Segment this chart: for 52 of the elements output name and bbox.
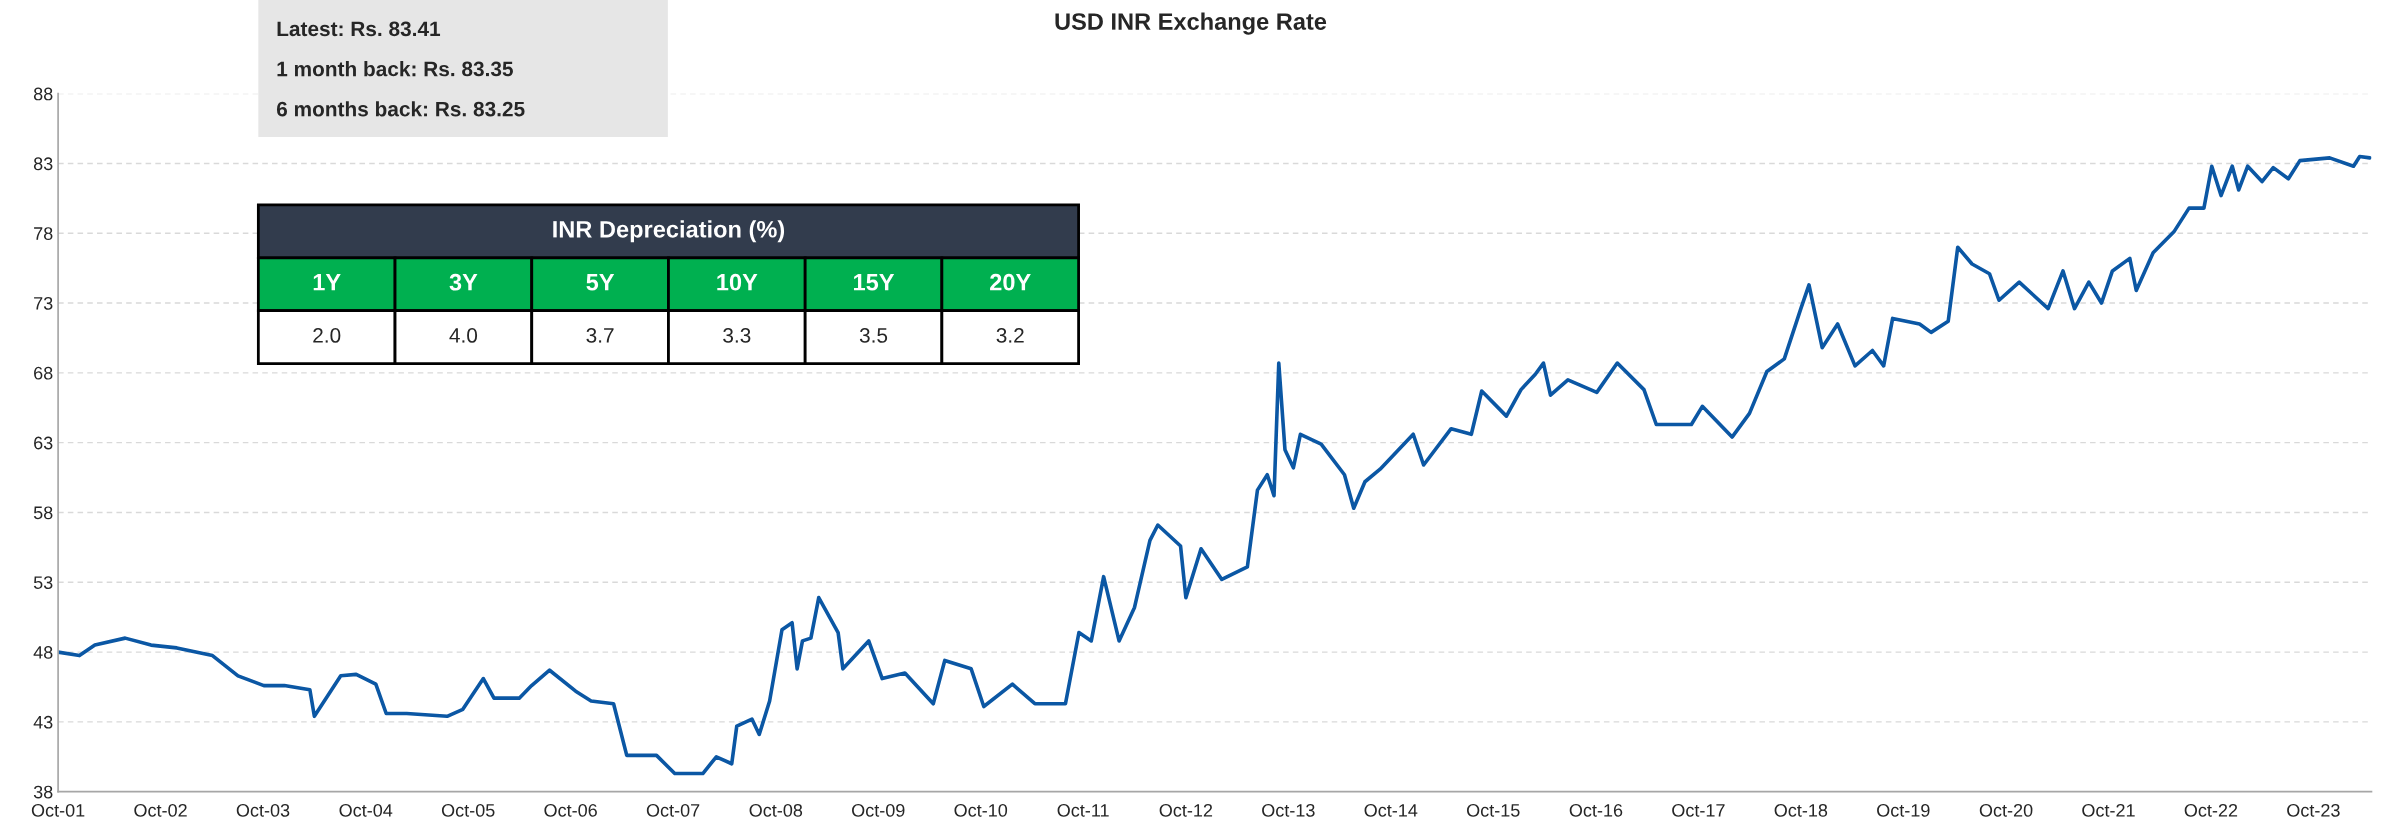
- x-tick-label: Oct-17: [1672, 803, 1725, 817]
- y-tick-label: 73: [34, 296, 53, 310]
- y-tick-label: 43: [33, 715, 53, 729]
- text: Latest: Rs. 83.41: [277, 21, 441, 37]
- x-tick-label: Oct-08: [749, 803, 803, 817]
- text: 1 month back: Rs. 83.35: [277, 61, 513, 77]
- chart-title: USD INR Exchange Rate: [1055, 12, 1327, 35]
- x-tick-label: Oct-23: [2287, 803, 2340, 817]
- x-tick-label: Oct-10: [954, 803, 1008, 817]
- x-tick-label: Oct-21: [2082, 803, 2135, 817]
- x-tick-label: Oct-02: [134, 803, 187, 817]
- x-tick-label: Oct-04: [339, 803, 393, 817]
- x-tick-label: Oct-19: [1877, 803, 1930, 817]
- x-tick-label: Oct-09: [852, 803, 905, 817]
- y-tick-label: 83: [33, 157, 53, 171]
- x-tick-label: Oct-22: [2184, 803, 2238, 817]
- x-tick-label: Oct-01: [31, 803, 85, 817]
- y-tick-label: 63: [34, 436, 53, 450]
- annotation: 15Y: [854, 274, 895, 291]
- line-series: [58, 154, 2372, 776]
- x-tick-label: Oct-16: [1569, 803, 1623, 817]
- x-tick-label: Oct-03: [236, 803, 290, 817]
- annotation: 3.2: [996, 328, 1024, 343]
- annotation: 5Y: [586, 274, 615, 291]
- annotation: 6 months back: Rs. 83.25: [276, 101, 525, 117]
- annotation: 3.3: [723, 328, 751, 343]
- annotation: 3Y: [449, 273, 478, 291]
- x-tick-label: Oct-15: [1466, 803, 1520, 817]
- x-tick-label: Oct-11: [1057, 803, 1109, 817]
- x-tick-label: Oct-05: [441, 803, 495, 817]
- y-tick-label: 88: [33, 87, 53, 101]
- annotation: 3.5: [859, 328, 888, 343]
- annotation: 4.0: [449, 328, 478, 343]
- x-tick-label: Oct-06: [544, 803, 597, 817]
- y-tick-label: 58: [33, 506, 53, 520]
- x-tick-label: Oct-20: [1979, 803, 2033, 817]
- annotation: 1Y: [313, 274, 341, 291]
- y-tick-label: 78: [34, 227, 53, 240]
- x-tick-label: Oct-07: [646, 803, 700, 817]
- annotation: 10Y: [717, 273, 758, 291]
- annotation: 20Y: [990, 273, 1031, 291]
- x-tick-label: Oct-13: [1262, 803, 1315, 817]
- y-tick-label: 38: [33, 785, 53, 799]
- x-tick-label: Oct-18: [1774, 803, 1828, 817]
- annotation: 2.0: [313, 328, 341, 343]
- x-tick-label: Oct-12: [1159, 803, 1213, 817]
- annotation: INR Depreciation (%): [553, 220, 785, 243]
- annotation: 3.7: [586, 328, 614, 343]
- y-tick-label: 68: [34, 366, 53, 380]
- x-tick-label: Oct-14: [1364, 803, 1418, 817]
- y-tick-label: 48: [33, 646, 53, 659]
- y-tick-label: 53: [33, 576, 53, 589]
